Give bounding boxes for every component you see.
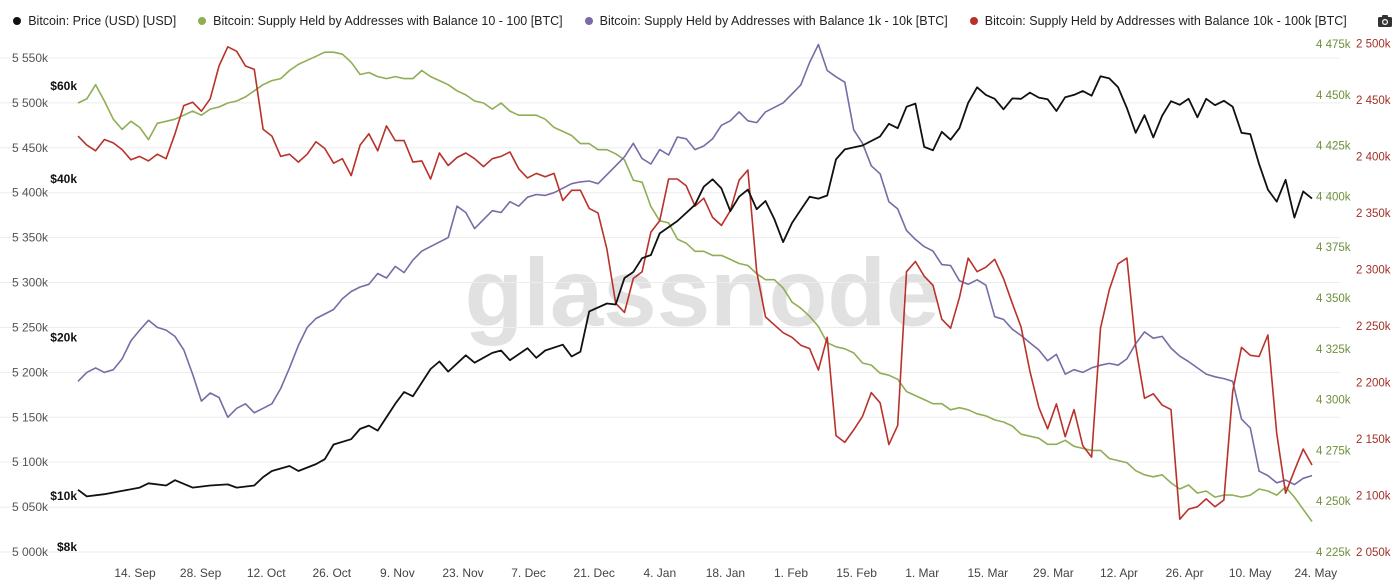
left-axis-price: $8k $10k $20k $40k $60k — [50, 79, 77, 554]
legend-item[interactable]: Bitcoin: Supply Held by Addresses with B… — [969, 14, 1347, 28]
legend-label: Bitcoin: Supply Held by Addresses with B… — [213, 14, 563, 28]
legend-item[interactable]: Bitcoin: Supply Held by Addresses with B… — [198, 14, 563, 28]
right-axis-supply-10-100: 4 225k 4 250k 4 275k 4 300k 4 325k 4 350k 4 37… — [1316, 39, 1351, 559]
x-tick-label: 14. Sep — [114, 566, 156, 580]
x-tick-label: 28. Sep — [180, 566, 222, 580]
axis-tick-label: 4 250k — [1316, 496, 1351, 508]
x-tick-label: 24. May — [1294, 566, 1337, 580]
watermark: glassnode — [465, 239, 940, 346]
legend-label: Bitcoin: Supply Held by Addresses with B… — [984, 14, 1347, 28]
axis-tick-label: 4 450k — [1316, 90, 1351, 102]
x-tick-label: 15. Feb — [836, 566, 877, 580]
axis-tick-label: 2 100k — [1356, 490, 1391, 502]
grid-lines — [0, 57, 1340, 553]
x-tick-label: 12. Apr — [1100, 566, 1138, 580]
x-tick-label: 10. May — [1229, 566, 1272, 580]
axis-tick-label: 4 375k — [1316, 242, 1351, 254]
axis-tick-label: 4 325k — [1316, 344, 1351, 356]
axis-tick-label: 2 450k — [1356, 95, 1391, 107]
axis-tick-label: 2 400k — [1356, 151, 1391, 163]
legend-marker — [969, 17, 978, 25]
screenshot-button[interactable] — [1374, 10, 1396, 32]
legend-marker — [584, 17, 593, 25]
axis-tick-label: 5 450k — [12, 141, 49, 155]
legend-marker — [198, 17, 207, 25]
axis-tick-label: $10k — [50, 489, 77, 503]
axis-tick-label: 5 550k — [12, 51, 49, 65]
series-line-supply-10k-100k — [77, 45, 1313, 521]
x-tick-label: 21. Dec — [574, 566, 615, 580]
axis-tick-label: 2 200k — [1356, 377, 1391, 389]
axis-tick-label: 4 400k — [1316, 191, 1351, 203]
axis-tick-label: 5 500k — [12, 96, 49, 110]
axis-tick-label: $40k — [50, 172, 77, 186]
left-axis-supply-1k-10k: 5 000k 5 050k 5 100k 5 150k 5 200k 5 250k 5 30… — [12, 51, 49, 559]
series-lines — [77, 43, 1313, 522]
axis-tick-label: $20k — [50, 330, 77, 344]
x-tick-label: 1. Feb — [774, 566, 808, 580]
x-tick-label: 15. Mar — [967, 566, 1008, 580]
axis-tick-label: 5 400k — [12, 186, 49, 200]
series-line-price — [77, 75, 1313, 498]
x-tick-label: 9. Nov — [380, 566, 415, 580]
series-line-supply-1k-10k — [77, 43, 1313, 486]
x-tick-label: 7. Dec — [511, 566, 546, 580]
x-tick-label: 29. Mar — [1033, 566, 1074, 580]
x-tick-label: 1. Mar — [905, 566, 939, 580]
axis-tick-label: 5 200k — [12, 365, 49, 379]
x-axis: 14. Sep 28. Sep 12. Oct 26. Oct 9. Nov 23. No… — [114, 566, 1337, 580]
legend-marker — [13, 17, 22, 25]
axis-tick-label: 5 100k — [12, 455, 49, 469]
axis-tick-label: 4 225k — [1316, 547, 1351, 559]
x-tick-label: 26. Oct — [312, 566, 351, 580]
axis-tick-label: 5 150k — [12, 410, 49, 424]
axis-tick-label: 4 300k — [1316, 395, 1351, 407]
x-tick-label: 12. Oct — [247, 566, 286, 580]
axis-tick-label: 4 350k — [1316, 293, 1351, 305]
legend-label: Bitcoin: Supply Held by Addresses with B… — [599, 14, 948, 28]
x-tick-label: 23. Nov — [442, 566, 483, 580]
axis-tick-label: 2 150k — [1356, 434, 1391, 446]
series-line-supply-10-100 — [77, 51, 1313, 522]
axis-tick-label: 4 475k — [1316, 39, 1351, 51]
axis-tick-label: 4 275k — [1316, 445, 1351, 457]
axis-tick-label: $60k — [50, 79, 77, 93]
right-axis-supply-10k-100k: 2 050k 2 100k 2 150k 2 200k 2 250k 2 300k 2 35… — [1356, 38, 1391, 559]
axis-tick-label: 5 250k — [12, 320, 49, 334]
legend-item[interactable]: Bitcoin: Supply Held by Addresses with B… — [584, 14, 948, 28]
axis-tick-label: 2 350k — [1356, 208, 1391, 220]
axis-tick-label: 2 050k — [1356, 547, 1391, 559]
legend-item[interactable]: Bitcoin: Price (USD) [USD] — [13, 14, 176, 28]
axis-tick-label: 2 500k — [1356, 38, 1391, 50]
axis-tick-label: 5 000k — [12, 545, 49, 559]
legend: Bitcoin: Price (USD) [USD] Bitcoin: Suppl… — [0, 10, 1360, 32]
axis-tick-label: $8k — [57, 540, 77, 554]
x-tick-label: 18. Jan — [706, 566, 745, 580]
axis-tick-label: 2 300k — [1356, 264, 1391, 276]
legend-label: Bitcoin: Price (USD) [USD] — [28, 14, 177, 28]
camera-icon — [1378, 15, 1392, 27]
axis-tick-label: 2 250k — [1356, 321, 1391, 333]
axis-tick-label: 5 300k — [12, 276, 49, 290]
axis-tick-label: 4 425k — [1316, 141, 1351, 153]
axis-tick-label: 5 350k — [12, 231, 49, 245]
x-tick-label: 26. Apr — [1166, 566, 1204, 580]
axis-tick-label: 5 050k — [12, 500, 49, 514]
x-tick-label: 4. Jan — [643, 566, 676, 580]
